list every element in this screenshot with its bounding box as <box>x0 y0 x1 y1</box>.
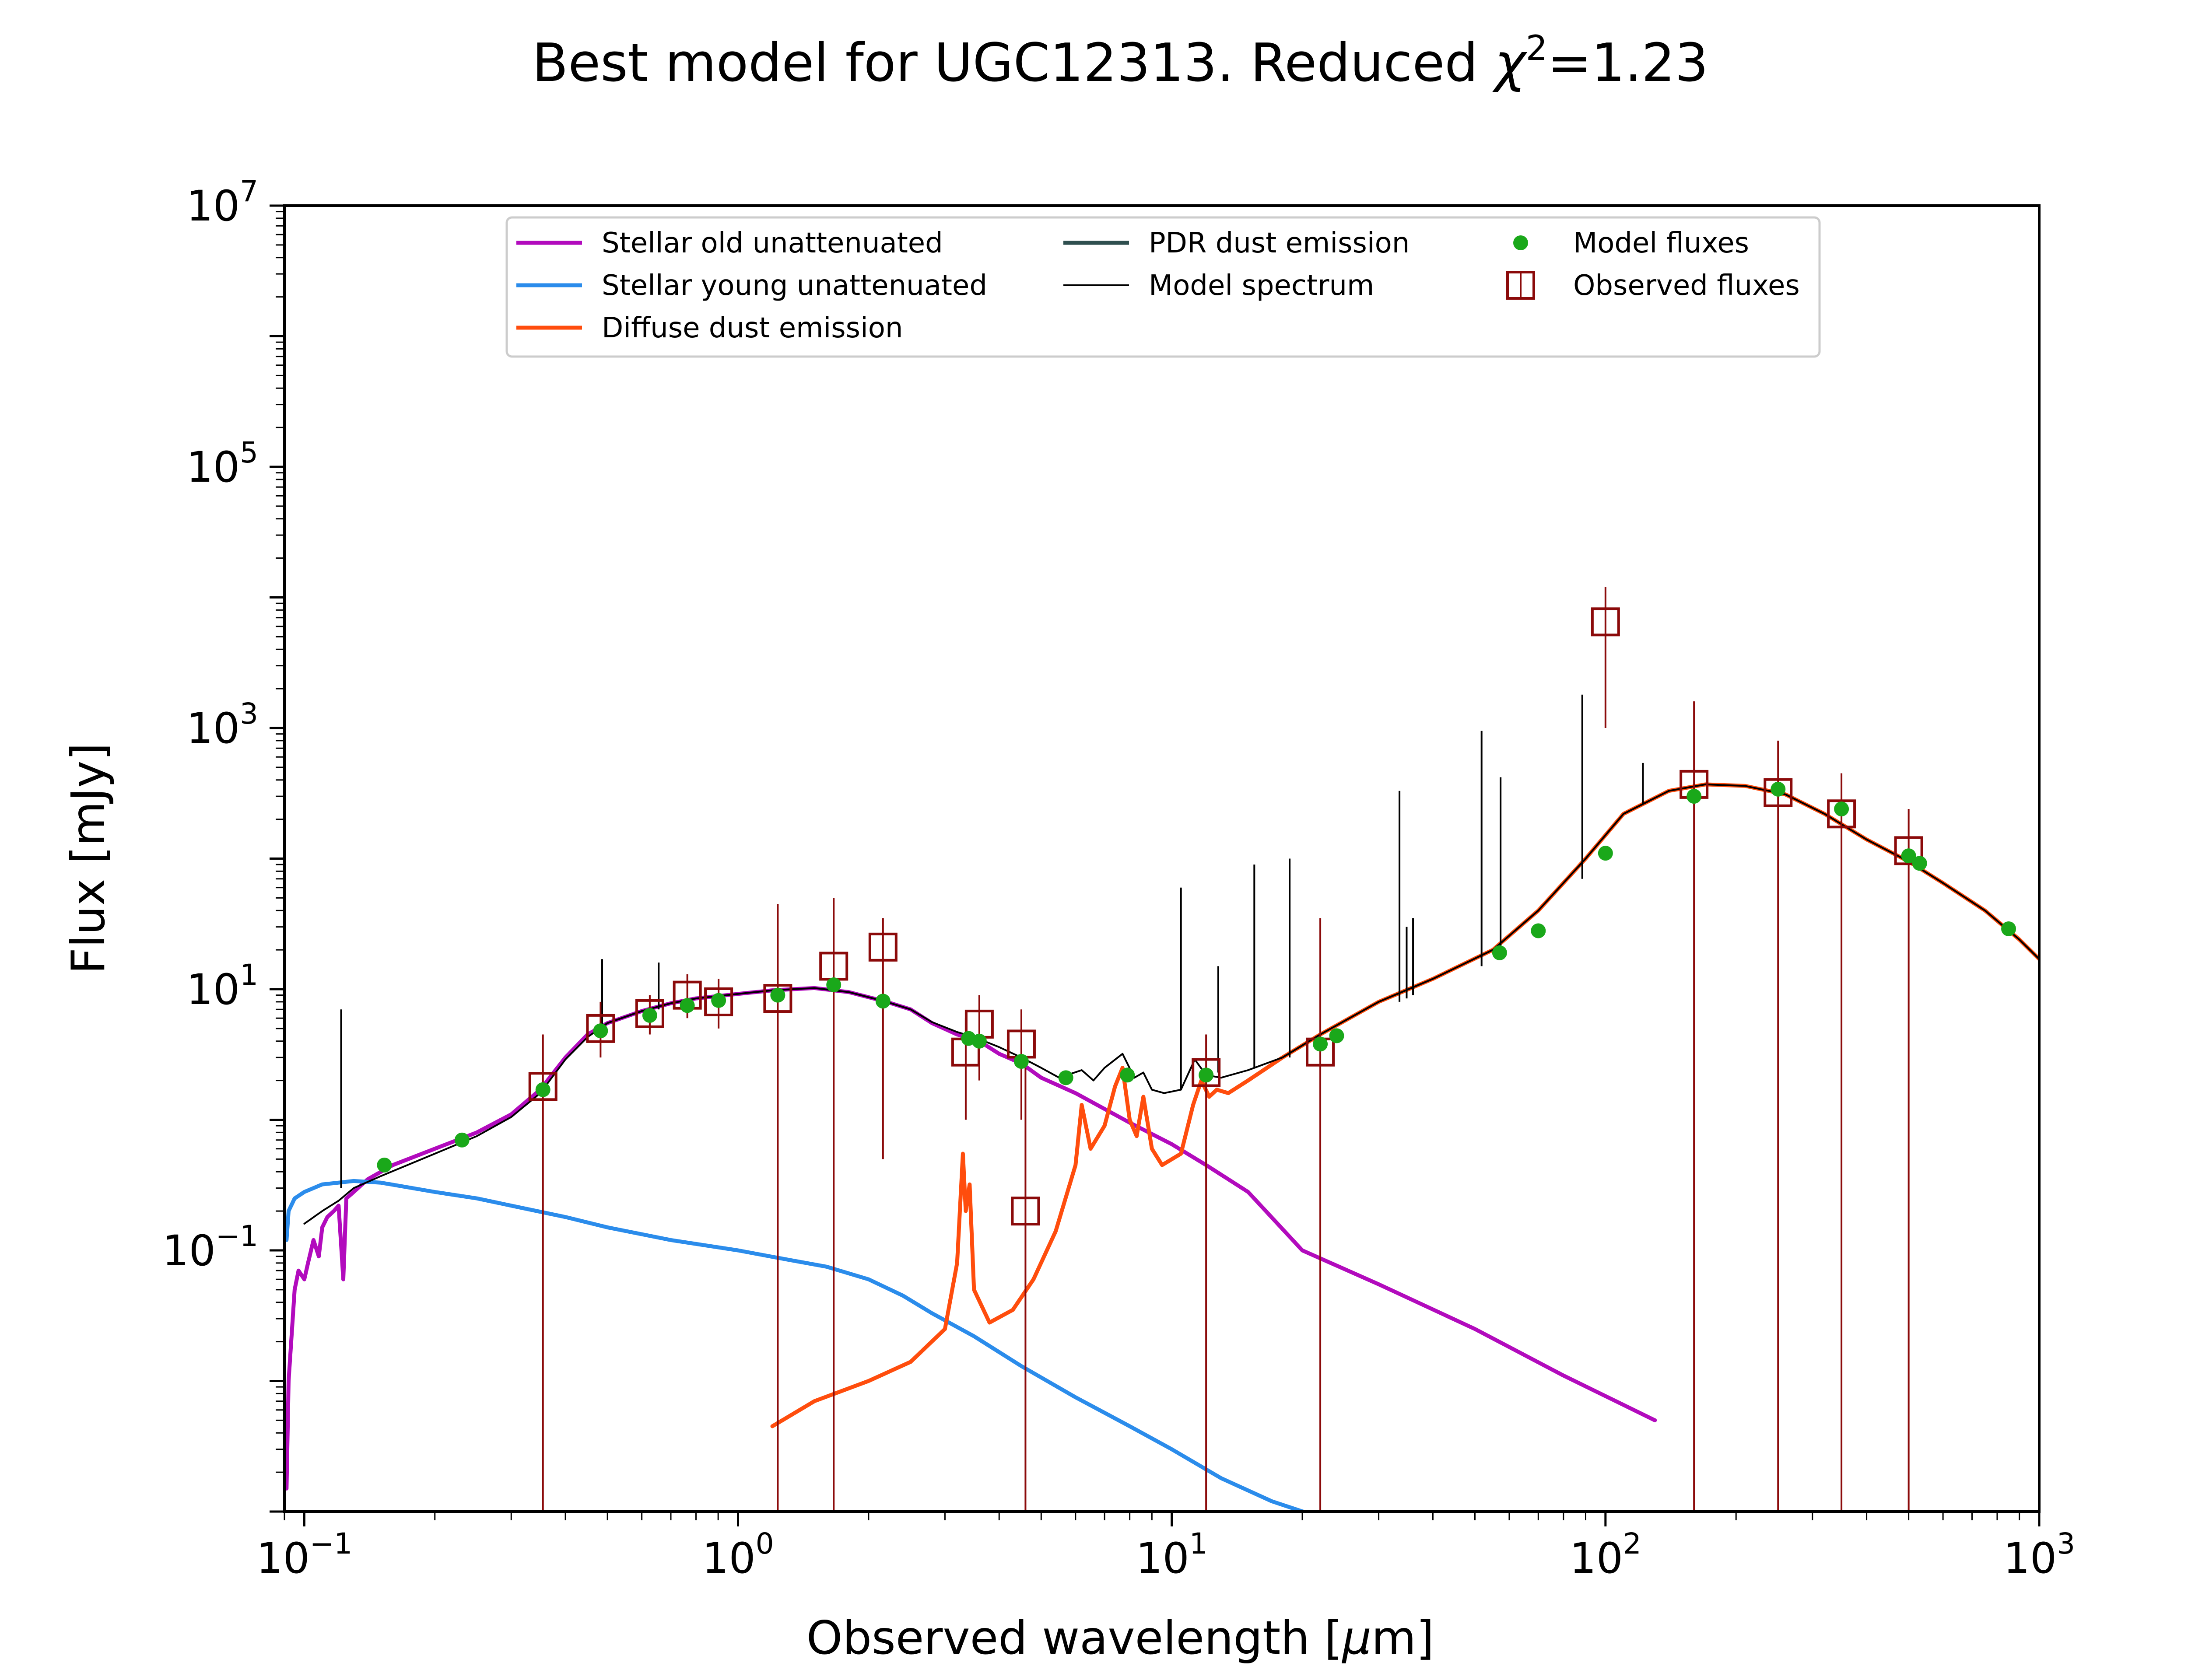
x-tick-label: 100 <box>702 1527 774 1583</box>
model-flux-point-2 <box>535 1082 551 1097</box>
observed-flux-point-0 <box>528 1072 558 1101</box>
x-tick-label: 103 <box>2003 1527 2075 1583</box>
legend-label-model-spectrum: Model spectrum <box>1149 270 1374 302</box>
model-flux-point-1 <box>454 1132 470 1148</box>
y-tick-label: 107 <box>186 175 258 231</box>
model-flux-point-18 <box>1492 945 1507 960</box>
legend-box <box>505 216 1821 358</box>
model-flux-point-0 <box>377 1158 392 1173</box>
model-flux-point-23 <box>1834 802 1849 817</box>
observed-flux-point-18 <box>1894 836 1923 865</box>
observed-flux-point-11 <box>1011 1197 1040 1226</box>
model-flux-point-16 <box>1313 1036 1328 1052</box>
observed-flux-point-4 <box>704 987 733 1016</box>
series-line-stellar-young-unattenuated <box>284 1179 1309 1512</box>
axis-ticks: 10−1 100 101 102 103 10−1 101 103 105 107 <box>162 175 2076 1583</box>
plot-area <box>284 587 2039 1512</box>
y-tick-label: 101 <box>186 958 258 1014</box>
model-flux-point-15 <box>1199 1068 1214 1083</box>
model-flux-point-13 <box>1058 1070 1073 1085</box>
observed-flux-point-7 <box>868 932 898 962</box>
legend: Stellar old unattenuated Stellar young un… <box>505 216 1821 358</box>
observed-flux-point-17 <box>1827 799 1856 829</box>
model-flux-point-12 <box>1013 1054 1029 1069</box>
series-line-model-spectrum <box>303 783 2039 1225</box>
x-axis-label: Observed wavelength [μm] <box>806 1611 1434 1665</box>
model-flux-point-22 <box>1771 781 1786 797</box>
model-flux-point-26 <box>2001 921 2016 936</box>
y-tick-label: 10−1 <box>162 1219 258 1275</box>
legend-label-model-fluxes: Model fluxes <box>1573 227 1749 259</box>
model-flux-point-11 <box>971 1033 987 1049</box>
model-flux-point-3 <box>593 1023 608 1039</box>
model-flux-point-8 <box>826 977 842 993</box>
model-flux-point-9 <box>875 994 891 1009</box>
x-tick-label: 101 <box>1136 1527 1208 1583</box>
y-axis-label: Flux [mJy] <box>62 743 115 974</box>
legend-label-observed-fluxes: Observed fluxes <box>1573 270 1800 302</box>
model-flux-point-25 <box>1912 856 1927 871</box>
model-flux-point-21 <box>1687 789 1702 804</box>
legend-label-pdr-dust-emission: PDR dust emission <box>1149 227 1410 259</box>
model-flux-point-4 <box>642 1008 657 1023</box>
observed-flux-point-2 <box>635 999 664 1028</box>
legend-label-diffuse-dust-emission: Diffuse dust emission <box>602 312 903 344</box>
observed-flux-point-16 <box>1764 778 1793 807</box>
x-tick-label: 10−1 <box>256 1527 352 1583</box>
model-flux-point-6 <box>711 993 726 1008</box>
legend-swatch-model-fluxes <box>1513 235 1528 250</box>
model-flux-point-20 <box>1598 846 1613 861</box>
model-flux-point-24 <box>1901 848 1916 864</box>
y-tick-label: 103 <box>186 697 258 753</box>
y-tick-label: 105 <box>186 436 258 492</box>
model-flux-point-5 <box>680 998 695 1013</box>
chart-title: Best model for UGC12313. Reduced χ2=1.23 <box>532 29 1708 94</box>
observed-flux-point-5 <box>763 984 792 1013</box>
legend-label-stellar-young-unattenuated: Stellar young unattenuated <box>602 270 987 302</box>
model-flux-point-14 <box>1120 1068 1135 1083</box>
observed-flux-point-14 <box>1591 607 1620 637</box>
observed-flux-point-12 <box>1192 1058 1221 1087</box>
observed-flux-point-1 <box>586 1014 615 1043</box>
model-flux-point-19 <box>1531 923 1546 938</box>
legend-label-stellar-old-unattenuated: Stellar old unattenuated <box>602 227 943 259</box>
x-tick-label: 102 <box>1570 1527 1641 1583</box>
model-flux-point-7 <box>770 987 785 1003</box>
plot-frame <box>283 204 2041 1513</box>
model-flux-point-17 <box>1329 1028 1344 1043</box>
